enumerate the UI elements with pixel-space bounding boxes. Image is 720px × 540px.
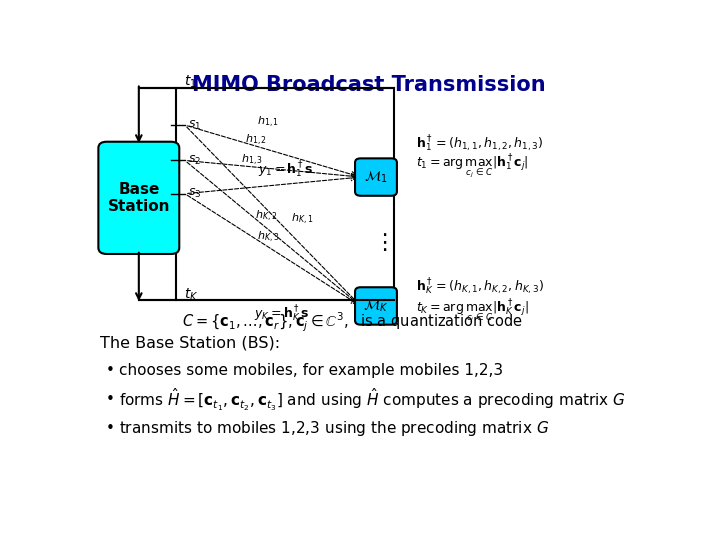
Text: $t_1 = \arg\max_{c_j \in C} |\mathbf{h}_1^\dagger \mathbf{c}_j|$: $t_1 = \arg\max_{c_j \in C} |\mathbf{h}_… xyxy=(416,153,529,181)
FancyBboxPatch shape xyxy=(355,158,397,196)
Text: chooses some mobiles, for example mobiles 1,2,3: chooses some mobiles, for example mobile… xyxy=(119,363,503,378)
Text: $\mathbf{h}_K^\dagger = (h_{K,1}, h_{K,2}, h_{K,3})$: $\mathbf{h}_K^\dagger = (h_{K,1}, h_{K,2… xyxy=(416,277,544,298)
Text: $t_K = \arg\max_{c_j \in C} |\mathbf{h}_K^\dagger \mathbf{c}_j|$: $t_K = \arg\max_{c_j \in C} |\mathbf{h}_… xyxy=(416,298,529,326)
Text: $\mathcal{M}_K$: $\mathcal{M}_K$ xyxy=(364,298,389,314)
Text: $\vdots$: $\vdots$ xyxy=(373,231,387,253)
Text: $C = \{\mathbf{c}_1, \ldots, \mathbf{c}_r\}, \mathbf{c}_j \in \mathbb{C}^3,$  is: $C = \{\mathbf{c}_1, \ldots, \mathbf{c}_… xyxy=(181,311,523,334)
Text: $\mathbf{h}_1^\dagger = (h_{1,1}, h_{1,2}, h_{1,3})$: $\mathbf{h}_1^\dagger = (h_{1,1}, h_{1,2… xyxy=(416,134,544,154)
Text: •: • xyxy=(106,421,114,436)
Text: $y_1 = \mathbf{h}_1^\dagger \mathbf{s}$: $y_1 = \mathbf{h}_1^\dagger \mathbf{s}$ xyxy=(258,159,313,180)
Text: forms $\hat{H} = [\mathbf{c}_{t_1}, \mathbf{c}_{t_2}, \mathbf{c}_{t_3}]$ and usi: forms $\hat{H} = [\mathbf{c}_{t_1}, \mat… xyxy=(119,386,626,413)
Text: The Base Station (BS):: The Base Station (BS): xyxy=(100,336,280,351)
Text: Base
Station: Base Station xyxy=(107,181,170,214)
Text: $s_2$: $s_2$ xyxy=(188,154,201,167)
Text: $h_{K,1}$: $h_{K,1}$ xyxy=(291,212,313,227)
Text: $s_3$: $s_3$ xyxy=(188,187,201,200)
Text: $s_1$: $s_1$ xyxy=(188,119,201,132)
Text: $\mathcal{M}_1$: $\mathcal{M}_1$ xyxy=(364,170,388,185)
Text: $t_1$: $t_1$ xyxy=(184,74,197,91)
Text: $h_{1,3}$: $h_{1,3}$ xyxy=(240,153,263,168)
Text: $y_K = \mathbf{h}_K^\dagger \mathbf{s}$: $y_K = \mathbf{h}_K^\dagger \mathbf{s}$ xyxy=(254,304,310,325)
Text: •: • xyxy=(106,392,114,407)
Text: $h_{1,2}$: $h_{1,2}$ xyxy=(245,133,267,148)
Text: $h_{1,1}$: $h_{1,1}$ xyxy=(258,114,279,130)
FancyBboxPatch shape xyxy=(99,141,179,254)
FancyBboxPatch shape xyxy=(355,287,397,325)
Text: MIMO Broadcast Transmission: MIMO Broadcast Transmission xyxy=(192,75,546,95)
Text: $h_{K,2}$: $h_{K,2}$ xyxy=(255,209,277,224)
Text: $h_{K,3}$: $h_{K,3}$ xyxy=(258,230,280,245)
Text: transmits to mobiles 1,2,3 using the precoding matrix $G$: transmits to mobiles 1,2,3 using the pre… xyxy=(119,419,549,438)
Text: •: • xyxy=(106,363,114,378)
Text: $t_K$: $t_K$ xyxy=(184,287,198,303)
